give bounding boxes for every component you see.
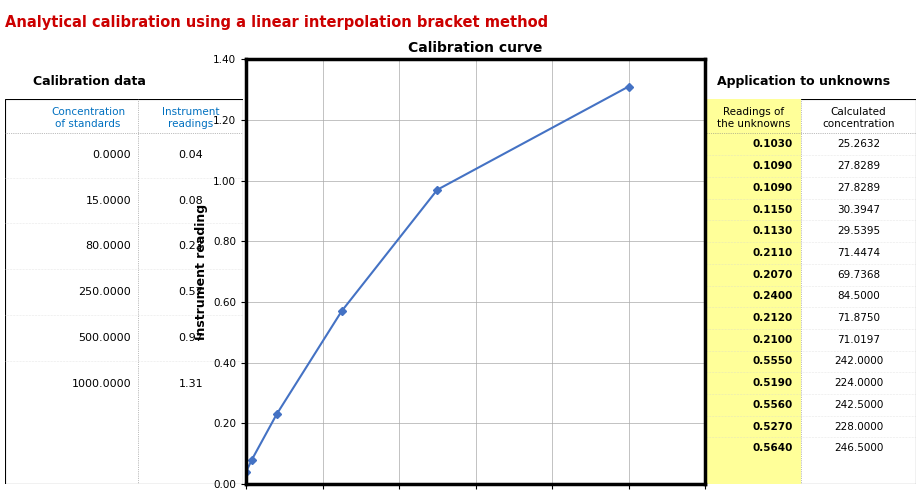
Text: the unknowns: the unknowns — [717, 119, 790, 129]
Text: 0.1130: 0.1130 — [753, 226, 792, 236]
Text: Analytical calibration using a linear interpolation bracket method: Analytical calibration using a linear in… — [5, 15, 548, 30]
Text: 27.8289: 27.8289 — [837, 161, 880, 171]
Text: Calculated: Calculated — [831, 107, 887, 117]
Text: 71.4474: 71.4474 — [837, 248, 880, 258]
Text: 71.8750: 71.8750 — [837, 313, 880, 323]
Text: 0.2070: 0.2070 — [752, 270, 792, 280]
Text: 69.7368: 69.7368 — [837, 270, 880, 280]
Title: Calibration curve: Calibration curve — [409, 41, 543, 55]
Text: 84.5000: 84.5000 — [837, 291, 880, 301]
Text: 0.1090: 0.1090 — [753, 183, 792, 193]
Text: 0.04: 0.04 — [178, 150, 203, 160]
Text: 0.5270: 0.5270 — [752, 421, 792, 432]
Text: 0.2110: 0.2110 — [753, 248, 792, 258]
Text: 15.0000: 15.0000 — [85, 196, 131, 206]
Text: 224.0000: 224.0000 — [834, 378, 883, 388]
Text: 246.5000: 246.5000 — [834, 443, 883, 453]
Text: 0.5190: 0.5190 — [753, 378, 792, 388]
Text: 0.97: 0.97 — [178, 333, 203, 343]
Text: 29.5395: 29.5395 — [837, 226, 880, 236]
Text: concentration: concentration — [823, 119, 895, 129]
Text: 242.5000: 242.5000 — [834, 400, 883, 410]
Text: 242.0000: 242.0000 — [834, 357, 883, 367]
Text: 0.5550: 0.5550 — [753, 357, 792, 367]
Text: 30.3947: 30.3947 — [837, 205, 880, 214]
Text: 1.31: 1.31 — [178, 378, 203, 388]
Text: 0.2100: 0.2100 — [753, 335, 792, 345]
Text: Application to unknowns: Application to unknowns — [717, 75, 890, 87]
Text: Instrument: Instrument — [162, 107, 219, 117]
Text: 0.2400: 0.2400 — [752, 291, 792, 301]
Text: 0.23: 0.23 — [178, 242, 203, 251]
Text: 0.2120: 0.2120 — [753, 313, 792, 323]
Text: 0.1030: 0.1030 — [753, 139, 792, 150]
Text: Calibration data: Calibration data — [33, 75, 146, 87]
Text: readings: readings — [168, 119, 213, 129]
Y-axis label: Instrument reading: Instrument reading — [195, 204, 207, 340]
Text: 0.5640: 0.5640 — [752, 443, 792, 453]
Text: 0.5560: 0.5560 — [753, 400, 792, 410]
Text: 27.8289: 27.8289 — [837, 183, 880, 193]
Text: of standards: of standards — [55, 119, 121, 129]
Bar — [707, 99, 801, 484]
Text: 1000.0000: 1000.0000 — [72, 378, 131, 388]
Text: 25.2632: 25.2632 — [837, 139, 880, 150]
Text: 0.57: 0.57 — [178, 287, 203, 297]
Text: Concentration: Concentration — [51, 107, 125, 117]
Text: Readings of: Readings of — [723, 107, 785, 117]
Text: 0.0000: 0.0000 — [93, 150, 131, 160]
Text: 0.08: 0.08 — [178, 196, 203, 206]
Text: 500.0000: 500.0000 — [78, 333, 131, 343]
Text: 250.0000: 250.0000 — [78, 287, 131, 297]
Text: 0.1150: 0.1150 — [753, 205, 792, 214]
Text: 228.0000: 228.0000 — [834, 421, 883, 432]
Text: 80.0000: 80.0000 — [85, 242, 131, 251]
Text: 71.0197: 71.0197 — [837, 335, 880, 345]
Text: 0.1090: 0.1090 — [753, 161, 792, 171]
